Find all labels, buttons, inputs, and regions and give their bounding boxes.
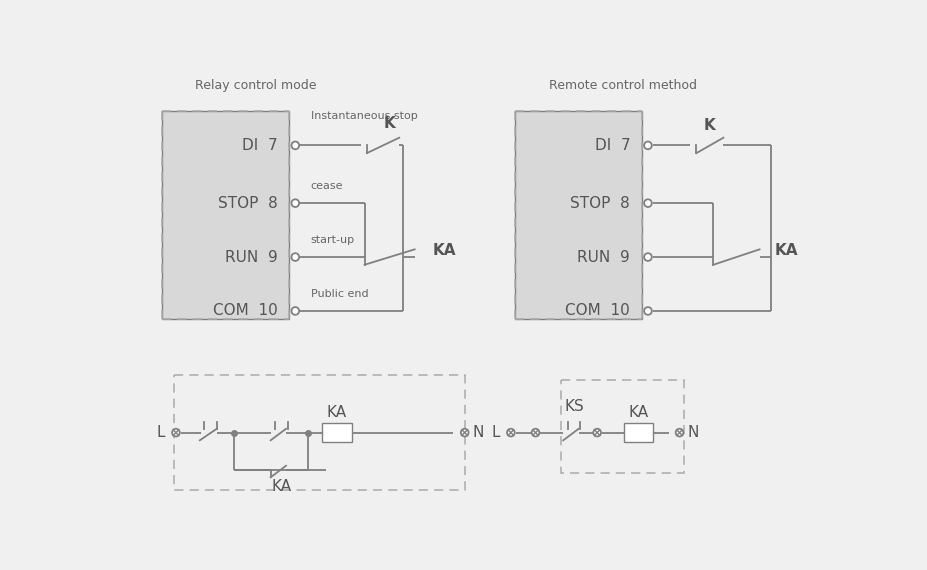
Text: DI  7: DI 7	[594, 138, 630, 153]
Text: COM  10: COM 10	[565, 303, 630, 319]
Circle shape	[532, 429, 540, 437]
Text: KA: KA	[775, 243, 798, 258]
Text: N: N	[688, 425, 699, 440]
Text: KA: KA	[327, 405, 347, 420]
Circle shape	[593, 429, 601, 437]
Text: KS: KS	[565, 399, 584, 414]
Text: KA: KA	[432, 243, 456, 258]
Text: Public end: Public end	[311, 289, 368, 299]
Bar	[561, 380, 684, 473]
Circle shape	[676, 429, 683, 437]
Text: KA: KA	[272, 479, 291, 494]
Circle shape	[291, 141, 299, 149]
Circle shape	[461, 429, 468, 437]
Circle shape	[291, 307, 299, 315]
Circle shape	[644, 141, 652, 149]
Bar	[624, 424, 654, 442]
Text: Remote control method: Remote control method	[550, 79, 697, 92]
Text: RUN  9: RUN 9	[225, 250, 277, 264]
Text: STOP  8: STOP 8	[218, 196, 277, 211]
Text: RUN  9: RUN 9	[578, 250, 630, 264]
Text: L: L	[491, 425, 500, 440]
Text: Relay control mode: Relay control mode	[196, 79, 317, 92]
Circle shape	[172, 429, 180, 437]
Text: KA: KA	[629, 405, 649, 420]
Text: cease: cease	[311, 181, 343, 191]
Text: COM  10: COM 10	[213, 303, 277, 319]
Text: STOP  8: STOP 8	[570, 196, 630, 211]
Circle shape	[644, 307, 652, 315]
Circle shape	[507, 429, 514, 437]
Circle shape	[291, 200, 299, 207]
Bar	[323, 424, 351, 442]
Text: DI  7: DI 7	[242, 138, 277, 153]
Text: start-up: start-up	[311, 235, 355, 245]
Bar	[514, 111, 641, 319]
Text: Instantaneous stop: Instantaneous stop	[311, 111, 417, 121]
Text: K: K	[384, 116, 395, 131]
Text: N: N	[473, 425, 484, 440]
Circle shape	[291, 253, 299, 261]
Circle shape	[644, 253, 652, 261]
Text: K: K	[704, 118, 716, 133]
Text: L: L	[157, 425, 165, 440]
Circle shape	[644, 200, 652, 207]
Bar	[174, 375, 465, 490]
Bar	[162, 111, 289, 319]
